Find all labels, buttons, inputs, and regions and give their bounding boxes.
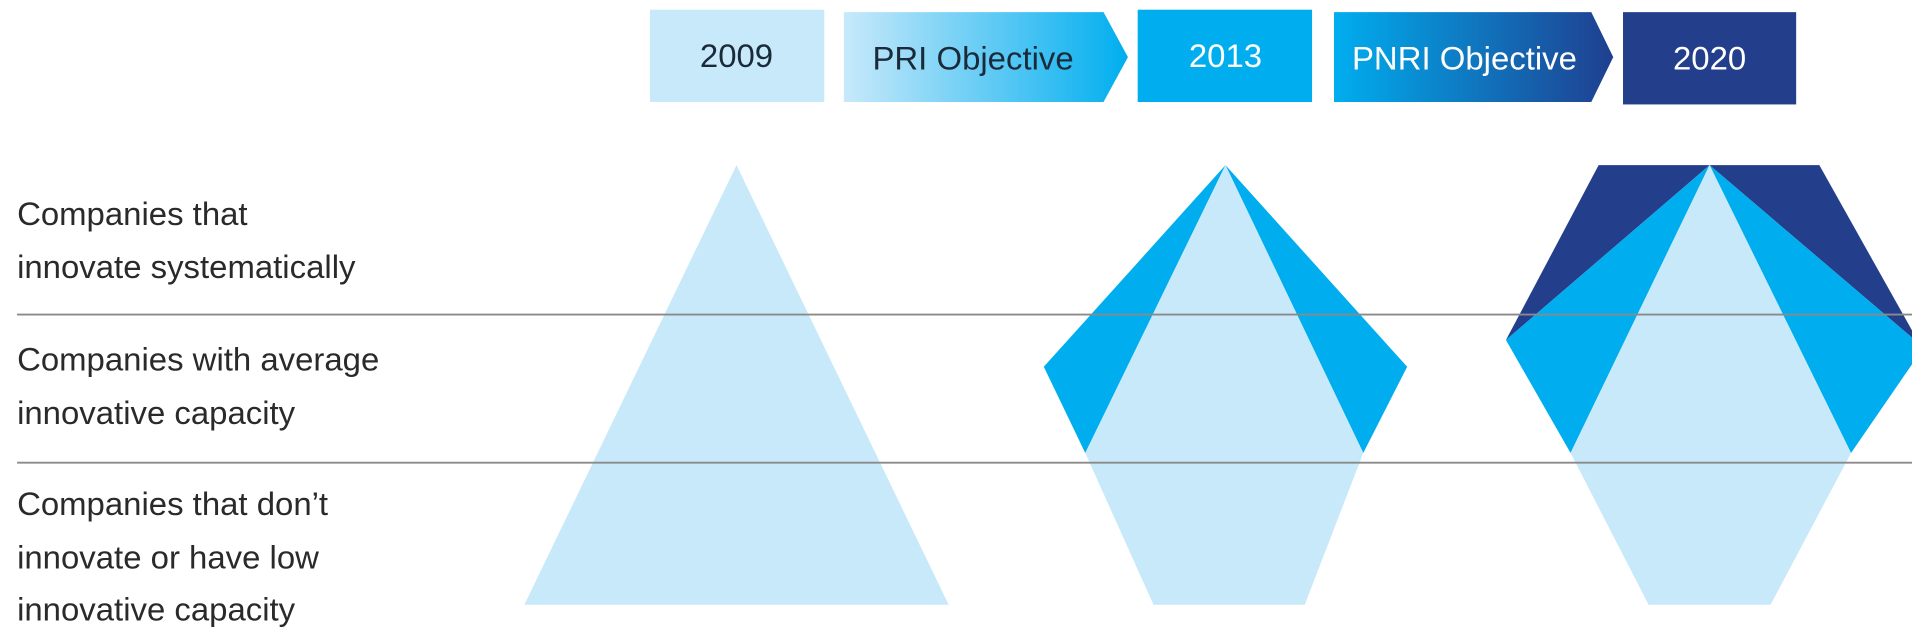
header-label: 2020 xyxy=(1673,39,1746,76)
header-box xyxy=(1137,9,1313,103)
header-arrow xyxy=(843,12,1128,103)
header-arrow xyxy=(1334,12,1614,103)
shape-core xyxy=(1085,165,1364,605)
row-label: Companies that don’t xyxy=(17,485,328,522)
row-label: innovative capacity xyxy=(17,394,296,431)
row-label: innovate or have low xyxy=(17,539,319,576)
shape-core xyxy=(1570,165,1852,605)
row-label: innovate systematically xyxy=(17,248,356,285)
row-label: Companies that xyxy=(17,195,248,232)
header-label: PNRI Objective xyxy=(1352,39,1577,76)
row-label: Companies with average xyxy=(17,341,379,378)
pyramid-shape xyxy=(524,165,949,605)
shape-wing xyxy=(1225,165,1408,453)
shape-wing xyxy=(1709,165,1912,453)
row-label: innovative capacity xyxy=(17,591,296,628)
header-label: 2013 xyxy=(1189,37,1262,74)
header-box xyxy=(649,9,825,103)
header-box xyxy=(1623,12,1797,105)
shape-wing xyxy=(1043,165,1226,453)
header-label: PRI Objective xyxy=(872,39,1073,76)
shape-wing xyxy=(1505,165,1710,453)
header-label: 2009 xyxy=(700,37,773,74)
